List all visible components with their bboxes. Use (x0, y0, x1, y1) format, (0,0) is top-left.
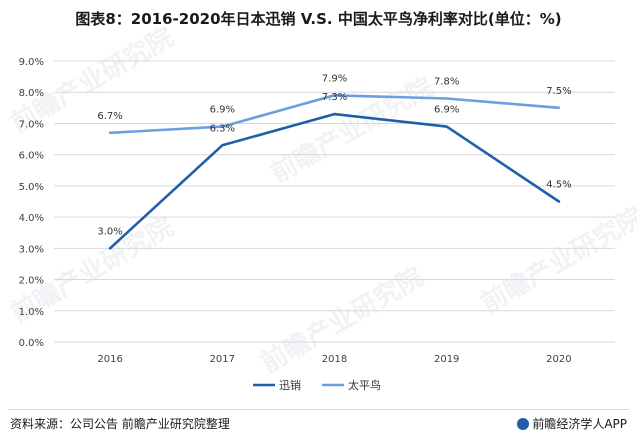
x-tick-label: 2018 (322, 354, 347, 365)
data-label: 6.9% (434, 105, 459, 116)
data-point (558, 201, 560, 202)
data-label: 7.9% (322, 73, 347, 84)
x-tick-label: 2016 (97, 354, 122, 365)
data-point (221, 144, 223, 146)
y-tick-label: 0.0% (19, 338, 44, 349)
brand-credit: 前瞻经济学人APP (517, 415, 627, 432)
data-point (446, 126, 448, 128)
data-label: 7.8% (434, 76, 459, 87)
y-tick-label: 4.0% (19, 213, 44, 224)
y-tick-label: 6.0% (19, 151, 44, 162)
brand-name: 前瞻经济学人APP (532, 417, 627, 431)
y-tick-label: 9.0% (19, 57, 44, 68)
chart-title: 图表8：2016-2020年日本迅销 V.S. 中国太平鸟净利率对比(单位：%) (75, 10, 562, 28)
y-tick-label: 2.0% (19, 276, 44, 287)
y-tick-label: 7.0% (19, 119, 44, 130)
x-tick-label: 2019 (434, 354, 459, 365)
data-point (334, 94, 335, 96)
data-point (558, 107, 560, 109)
data-label: 7.3% (322, 92, 347, 103)
legend-label: 太平鸟 (348, 378, 381, 392)
data-label: 4.5% (546, 180, 571, 191)
data-point (109, 132, 111, 134)
y-tick-label: 8.0% (19, 88, 44, 99)
x-tick-label: 2020 (546, 354, 571, 365)
y-tick-label: 1.0% (19, 307, 44, 318)
series-line (108, 112, 561, 250)
data-point (109, 247, 111, 249)
data-label: 7.5% (546, 86, 571, 97)
footer-divider (8, 409, 629, 410)
legend-label: 迅销 (279, 378, 301, 392)
brand-logo-icon (517, 418, 530, 430)
data-point (446, 97, 448, 99)
data-point (334, 113, 335, 115)
y-tick-label: 3.0% (19, 244, 44, 255)
y-tick-label: 5.0% (19, 182, 44, 193)
x-tick-label: 2017 (210, 354, 235, 365)
data-point (221, 126, 223, 128)
data-label: 6.7% (97, 111, 122, 122)
data-label: 6.3% (210, 123, 235, 134)
data-label: 3.0% (97, 226, 122, 237)
source-note: 资料来源：公司公告 前瞻产业研究院整理 (10, 417, 230, 431)
data-label: 6.9% (210, 105, 235, 116)
